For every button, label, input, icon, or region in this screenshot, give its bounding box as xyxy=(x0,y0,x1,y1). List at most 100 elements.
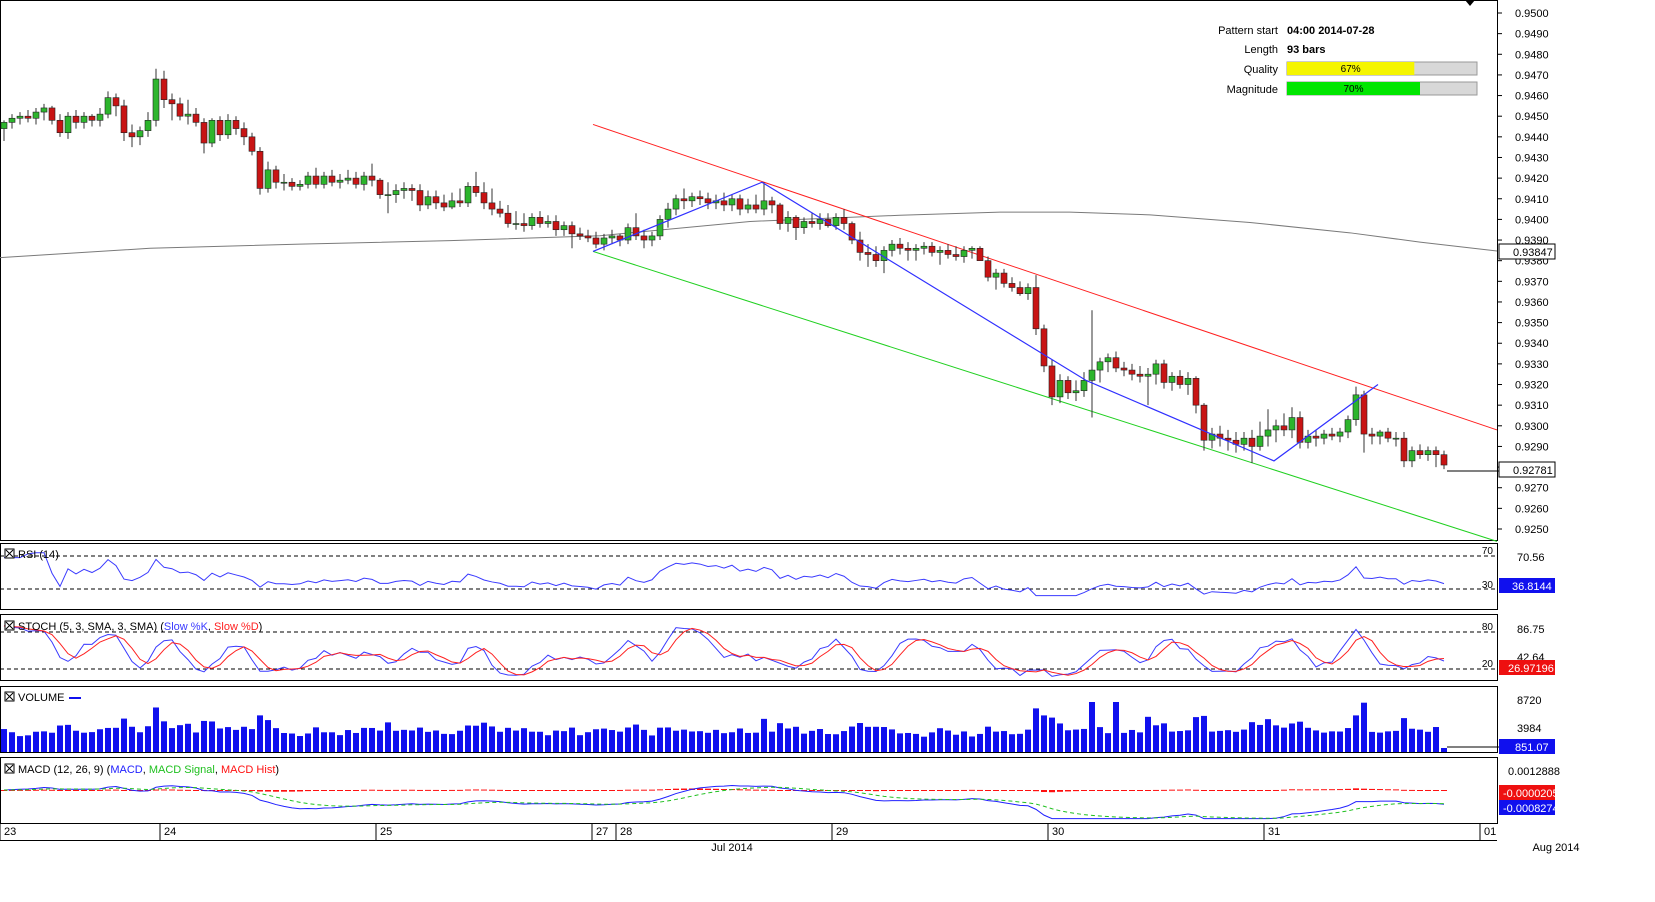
macd-hist-bar xyxy=(641,789,647,791)
volume-bar xyxy=(233,729,239,752)
macd-hist-bar xyxy=(881,790,887,792)
candle-body xyxy=(448,200,456,208)
candle-body xyxy=(1336,431,1344,437)
candle-body xyxy=(1296,417,1304,443)
day-tick-label: 25 xyxy=(380,826,392,838)
macd-axis-label: 0.0012888 xyxy=(1508,766,1560,778)
macd-hist-bar xyxy=(769,789,775,791)
day-tick-label: 30 xyxy=(1052,826,1064,838)
macd-hist-bar xyxy=(1313,789,1319,791)
ma-last-badge-box xyxy=(1498,243,1556,260)
macd-hist-bar xyxy=(1441,790,1447,791)
macd-hist-bar xyxy=(1273,789,1279,791)
macd-hist-bar xyxy=(489,789,495,791)
price-tick-label: 0.9350 xyxy=(1515,318,1549,330)
price-tick-label: 0.9470 xyxy=(1515,70,1549,82)
volume-bar xyxy=(473,725,479,752)
candle-body xyxy=(816,219,824,224)
macd-hist-bar xyxy=(585,790,591,791)
candle-body xyxy=(1120,367,1128,371)
volume-bar xyxy=(1025,729,1031,752)
volume-bar xyxy=(673,730,679,752)
rsi-level-30-label: 30 xyxy=(1482,580,1494,591)
volume-bar xyxy=(481,722,487,752)
candle-body xyxy=(208,120,216,144)
volume-bar xyxy=(1297,721,1303,752)
volume-bar xyxy=(809,730,815,752)
candle-body xyxy=(744,204,752,210)
rsi-line xyxy=(4,552,1445,597)
stoch-last-value: 26.97196 xyxy=(1508,663,1554,675)
pattern-info-box: Pattern start 04:00 2014-07-28 Length 93… xyxy=(1218,25,1478,96)
candle-body xyxy=(1024,287,1032,295)
price-tick-label: 0.9490 xyxy=(1515,29,1549,41)
macd-hist-bar xyxy=(249,790,255,791)
time-axis: 23 24 25 27 28 29 30 31 01 Jul 2014 Aug 2014 xyxy=(0,824,1580,854)
macd-hist-bar xyxy=(1249,790,1255,791)
candle-body xyxy=(0,122,8,129)
candle-body xyxy=(296,184,304,187)
price-tick-label: 0.9480 xyxy=(1515,49,1549,61)
volume-bar xyxy=(745,732,751,752)
volume-bar xyxy=(49,732,55,752)
volume-bar xyxy=(857,723,863,752)
macd-hist-bar xyxy=(449,789,455,791)
candle-body xyxy=(944,250,952,255)
macd-hist-bar xyxy=(153,789,159,791)
volume-bar xyxy=(1417,729,1423,752)
stoch-header: STOCH (5, 3, SMA, 3, SMA) (Slow %K, Slow… xyxy=(4,620,262,633)
macd-hist-bar xyxy=(1329,789,1335,791)
macd-hist-last-value: -0.0000205 xyxy=(1503,788,1559,800)
volume-bar xyxy=(369,727,375,752)
macd-hist-bar xyxy=(1353,788,1359,790)
rsi-last-badge: 36.8144 xyxy=(1499,578,1555,593)
volume-bar xyxy=(1113,702,1119,752)
volume-bar xyxy=(937,728,943,752)
macd-hist-bar xyxy=(257,790,263,792)
candle-body xyxy=(976,247,984,261)
macd-hist-bar xyxy=(721,788,727,790)
macd-hist-bar xyxy=(385,789,391,791)
macd-hist-bar xyxy=(1,790,7,791)
volume-bar xyxy=(33,731,39,752)
candle-body xyxy=(360,175,368,185)
volume-bar xyxy=(865,726,871,752)
volume-bar xyxy=(713,729,719,752)
candle-body xyxy=(904,247,912,251)
volume-bar xyxy=(633,724,639,752)
candle-body xyxy=(80,115,88,123)
macd-hist-bar xyxy=(1073,790,1079,792)
volume-bar xyxy=(145,726,151,752)
candle-body xyxy=(1112,357,1120,369)
candle-body xyxy=(776,204,784,224)
volume-bar xyxy=(985,726,991,752)
macd-hist-bar xyxy=(497,789,503,791)
volume-bar xyxy=(1289,723,1295,752)
candle-body xyxy=(512,223,520,225)
macd-header: MACD (12, 26, 9) (MACD, MACD Signal, MAC… xyxy=(4,763,279,776)
volume-bar xyxy=(1161,723,1167,752)
volume-bar xyxy=(961,731,967,752)
candle-body xyxy=(736,198,744,210)
macd-hist-bar xyxy=(1017,790,1023,791)
macd-hist-bar xyxy=(513,790,519,791)
macd-hist-bar xyxy=(1305,789,1311,791)
close-last-value: 0.92781 xyxy=(1513,465,1553,477)
volume-bar xyxy=(1201,715,1207,752)
volume-bar xyxy=(553,730,559,752)
macd-hist-bar xyxy=(105,789,111,791)
volume-bar xyxy=(425,731,431,752)
candle-body xyxy=(48,107,56,121)
volume-bar xyxy=(1425,731,1431,752)
candle-body xyxy=(480,192,488,204)
volume-bar xyxy=(969,736,975,752)
candle-body xyxy=(40,107,48,113)
volume-bar xyxy=(129,726,135,752)
macd-last-badge: -0.0008274 xyxy=(1499,800,1559,815)
macd-hist-bar xyxy=(121,790,127,791)
macd-hist-bar xyxy=(657,789,663,791)
macd-hist-bar xyxy=(897,790,903,791)
candle-body xyxy=(152,78,160,121)
volume-bar xyxy=(441,733,447,752)
stoch-level-80-label: 80 xyxy=(1482,622,1494,633)
